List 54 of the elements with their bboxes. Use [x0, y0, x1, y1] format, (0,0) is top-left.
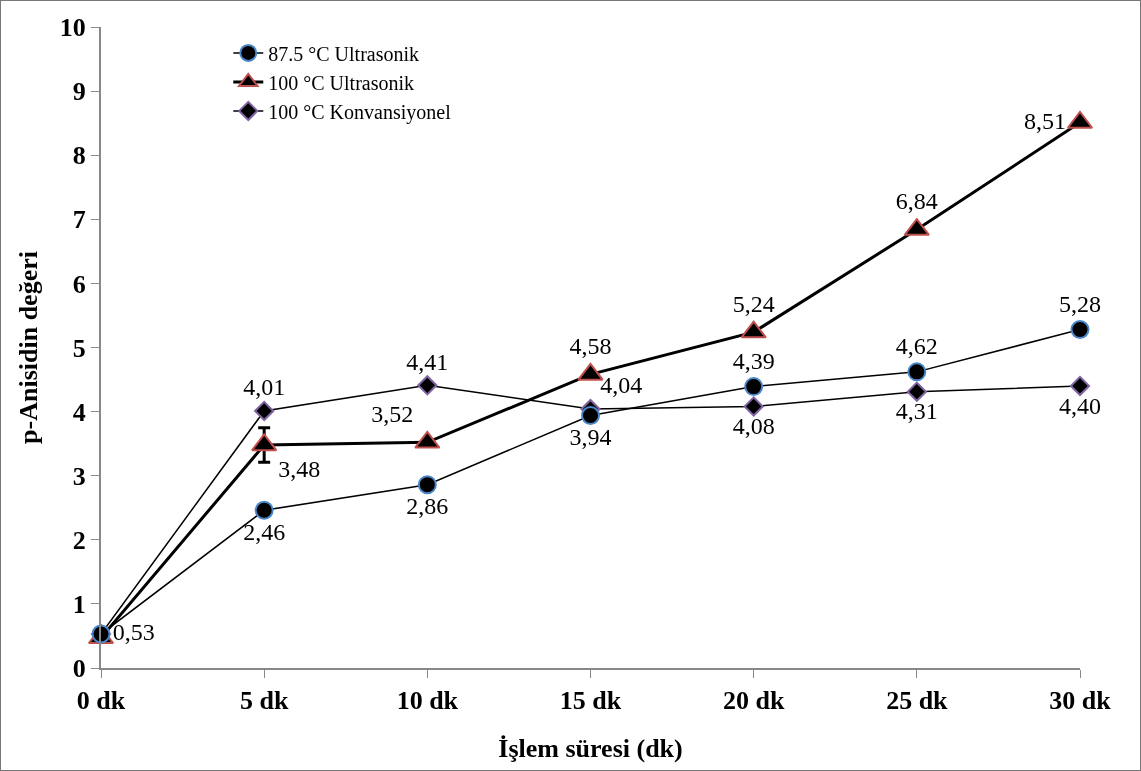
y-tick-label: 5	[72, 333, 86, 363]
data-label: 4,40	[1059, 392, 1101, 419]
legend-label: 100 °C Ultrasonik	[268, 71, 415, 94]
x-tick-label: 30 dk	[1049, 686, 1112, 716]
data-label: 0,53	[112, 619, 155, 646]
point	[744, 377, 764, 397]
point	[743, 396, 764, 417]
point	[254, 400, 275, 422]
y-tick-label: 0	[72, 654, 86, 684]
data-label: 3,52	[371, 401, 414, 428]
data-label: 3,48	[278, 456, 321, 483]
point	[907, 362, 927, 382]
point	[254, 500, 274, 520]
data-label: 2,46	[243, 518, 286, 545]
y-tick-label: 9	[72, 77, 86, 107]
x-axis-title: İşlem süresi (dk)	[498, 734, 683, 764]
y-tick-label: 7	[72, 205, 86, 235]
data-label: 5,28	[1059, 290, 1101, 317]
x-tick-label: 25 dk	[886, 686, 949, 716]
data-label: 8,51	[1023, 107, 1066, 134]
data-label: 4,62	[895, 333, 938, 360]
point	[581, 405, 600, 425]
x-tick-label: 10 dk	[396, 686, 459, 716]
x-tick-label: 0 dk	[76, 686, 126, 716]
data-label: 4,08	[732, 413, 775, 440]
data-label: 4,04	[600, 372, 643, 399]
y-tick-label: 4	[72, 397, 86, 427]
x-tick-label: 15 dk	[559, 686, 622, 716]
x-tick-label: 20 dk	[722, 686, 785, 716]
point	[740, 320, 767, 339]
y-tick-label: 2	[72, 525, 86, 555]
data-label: 5,24	[732, 290, 775, 317]
y-tick-label: 1	[72, 590, 86, 619]
y-axis-title: p-Anisidin değeri	[13, 251, 43, 444]
y-tick-label: 3	[72, 461, 86, 491]
y-tick-label: 10	[59, 13, 86, 43]
point	[417, 475, 437, 495]
data-label: 4,01	[243, 374, 286, 401]
y-tick-label: 6	[72, 269, 86, 299]
legend-label: 87.5 °C Ultrasonik	[268, 42, 420, 65]
x-tick-label: 5 dk	[239, 686, 289, 716]
point	[1069, 375, 1091, 397]
point	[417, 375, 438, 396]
legend-label: 100 °C Konvansiyonel	[268, 100, 452, 124]
point	[1070, 320, 1090, 340]
data-label: 6,84	[895, 188, 938, 215]
point	[906, 381, 927, 402]
data-label: 3,94	[569, 424, 612, 451]
data-label: 4,39	[732, 347, 775, 374]
data-label: 4,31	[895, 398, 938, 425]
data-label: 4,41	[406, 348, 449, 375]
data-label: 4,58	[569, 333, 612, 360]
y-tick-label: 8	[72, 141, 86, 171]
data-label: 2,86	[406, 493, 449, 520]
